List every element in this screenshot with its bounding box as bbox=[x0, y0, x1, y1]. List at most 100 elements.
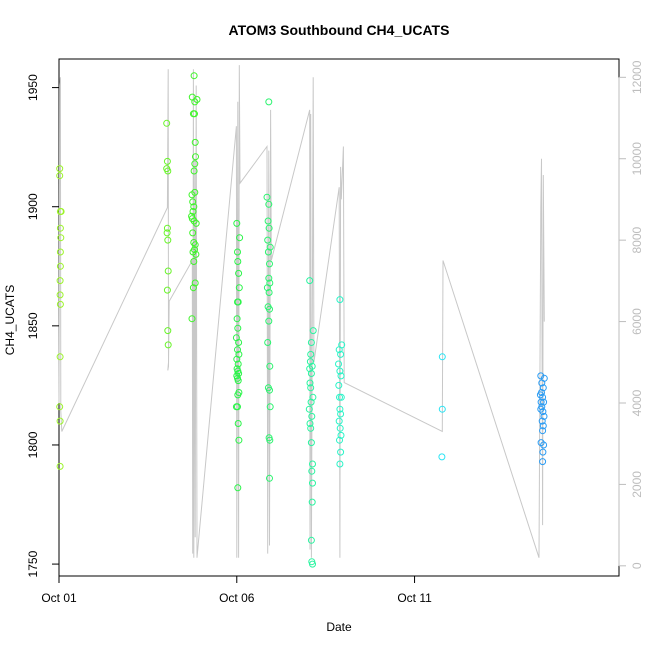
data-point bbox=[538, 379, 546, 387]
x-tick-label: Oct 11 bbox=[397, 591, 432, 605]
x-tick-label: Oct 01 bbox=[41, 591, 77, 605]
y-tick-label: 1950 bbox=[26, 74, 40, 101]
data-point bbox=[337, 372, 345, 380]
data-point bbox=[236, 234, 244, 242]
data-point bbox=[234, 248, 241, 256]
data-point bbox=[56, 224, 64, 232]
data-point bbox=[266, 260, 273, 268]
data-point bbox=[189, 284, 197, 292]
data-point bbox=[265, 274, 273, 282]
data-point bbox=[164, 236, 172, 244]
data-point bbox=[56, 277, 64, 285]
data-point bbox=[306, 420, 314, 427]
data-point bbox=[56, 403, 64, 411]
data-point bbox=[191, 160, 199, 168]
data-point bbox=[336, 436, 343, 444]
data-point bbox=[264, 236, 272, 244]
data-point bbox=[306, 277, 314, 285]
data-point bbox=[234, 258, 242, 265]
data-point bbox=[306, 365, 314, 373]
data-point bbox=[189, 229, 197, 237]
data-point bbox=[192, 219, 200, 227]
data-point bbox=[337, 393, 345, 401]
data-point bbox=[191, 110, 198, 118]
data-point bbox=[56, 172, 64, 180]
y-tick-label: 1900 bbox=[26, 193, 40, 220]
data-point bbox=[56, 165, 64, 173]
data-point bbox=[164, 267, 172, 275]
data-point bbox=[265, 289, 273, 296]
data-point bbox=[190, 167, 198, 175]
data-point bbox=[438, 405, 446, 413]
data-point bbox=[309, 460, 316, 468]
data-point bbox=[337, 410, 345, 418]
y-tick-label: 1750 bbox=[26, 550, 40, 577]
data-point bbox=[190, 258, 198, 265]
data-point bbox=[540, 398, 548, 406]
y2-axis: 0 2000 4000 6000 8000 10000 12000 bbox=[618, 60, 644, 569]
data-point bbox=[188, 315, 196, 323]
data-point bbox=[189, 208, 197, 215]
data-point bbox=[265, 200, 273, 208]
data-point bbox=[265, 98, 273, 106]
data-point bbox=[308, 498, 316, 506]
data-point bbox=[536, 391, 544, 399]
points-layer bbox=[56, 72, 548, 568]
data-point bbox=[337, 448, 345, 456]
data-point bbox=[309, 560, 316, 568]
data-point bbox=[309, 479, 316, 487]
data-point bbox=[190, 203, 198, 211]
data-point bbox=[336, 296, 344, 304]
data-point bbox=[264, 217, 272, 225]
data-point bbox=[336, 367, 344, 375]
data-point bbox=[191, 188, 199, 196]
data-point bbox=[163, 229, 171, 237]
data-point bbox=[265, 317, 273, 325]
data-point bbox=[193, 96, 201, 103]
data-point bbox=[266, 305, 273, 313]
data-point bbox=[57, 234, 65, 242]
data-point bbox=[235, 436, 243, 444]
data-point bbox=[234, 298, 242, 306]
data-point bbox=[56, 353, 64, 361]
data-point bbox=[266, 403, 274, 411]
data-point bbox=[164, 341, 172, 349]
data-point bbox=[233, 355, 241, 363]
data-point bbox=[163, 157, 171, 165]
y-axis: 1750 1800 1850 1900 1950 bbox=[26, 74, 59, 577]
data-point bbox=[163, 119, 171, 127]
data-point bbox=[307, 384, 315, 392]
data-point bbox=[264, 339, 272, 346]
data-point bbox=[265, 224, 273, 232]
data-point bbox=[307, 439, 315, 447]
data-point bbox=[266, 386, 273, 394]
data-point bbox=[539, 408, 547, 416]
y2-tick-label: 2000 bbox=[630, 471, 644, 498]
data-point bbox=[191, 98, 199, 106]
data-point bbox=[56, 462, 64, 470]
data-point bbox=[56, 291, 64, 299]
data-point bbox=[233, 219, 241, 227]
data-point bbox=[263, 284, 271, 292]
y2-tick-label: 6000 bbox=[630, 308, 644, 335]
data-point bbox=[163, 286, 171, 294]
data-point bbox=[164, 167, 172, 175]
y-axis-label: CH4_UCATS bbox=[3, 285, 17, 355]
data-point bbox=[539, 458, 547, 466]
data-point bbox=[56, 417, 64, 425]
y2-tick-label: 12000 bbox=[630, 60, 644, 94]
y2-tick-label: 10000 bbox=[630, 142, 644, 176]
data-point bbox=[191, 138, 199, 146]
y-tick-label: 1850 bbox=[26, 312, 40, 339]
data-point bbox=[192, 153, 199, 161]
data-point bbox=[539, 393, 547, 401]
data-point bbox=[438, 453, 446, 461]
data-point bbox=[235, 284, 243, 292]
data-point bbox=[336, 424, 344, 432]
data-point bbox=[337, 431, 345, 439]
data-point bbox=[305, 405, 313, 413]
data-point bbox=[266, 243, 274, 251]
data-point bbox=[539, 422, 547, 430]
data-point bbox=[335, 381, 343, 389]
